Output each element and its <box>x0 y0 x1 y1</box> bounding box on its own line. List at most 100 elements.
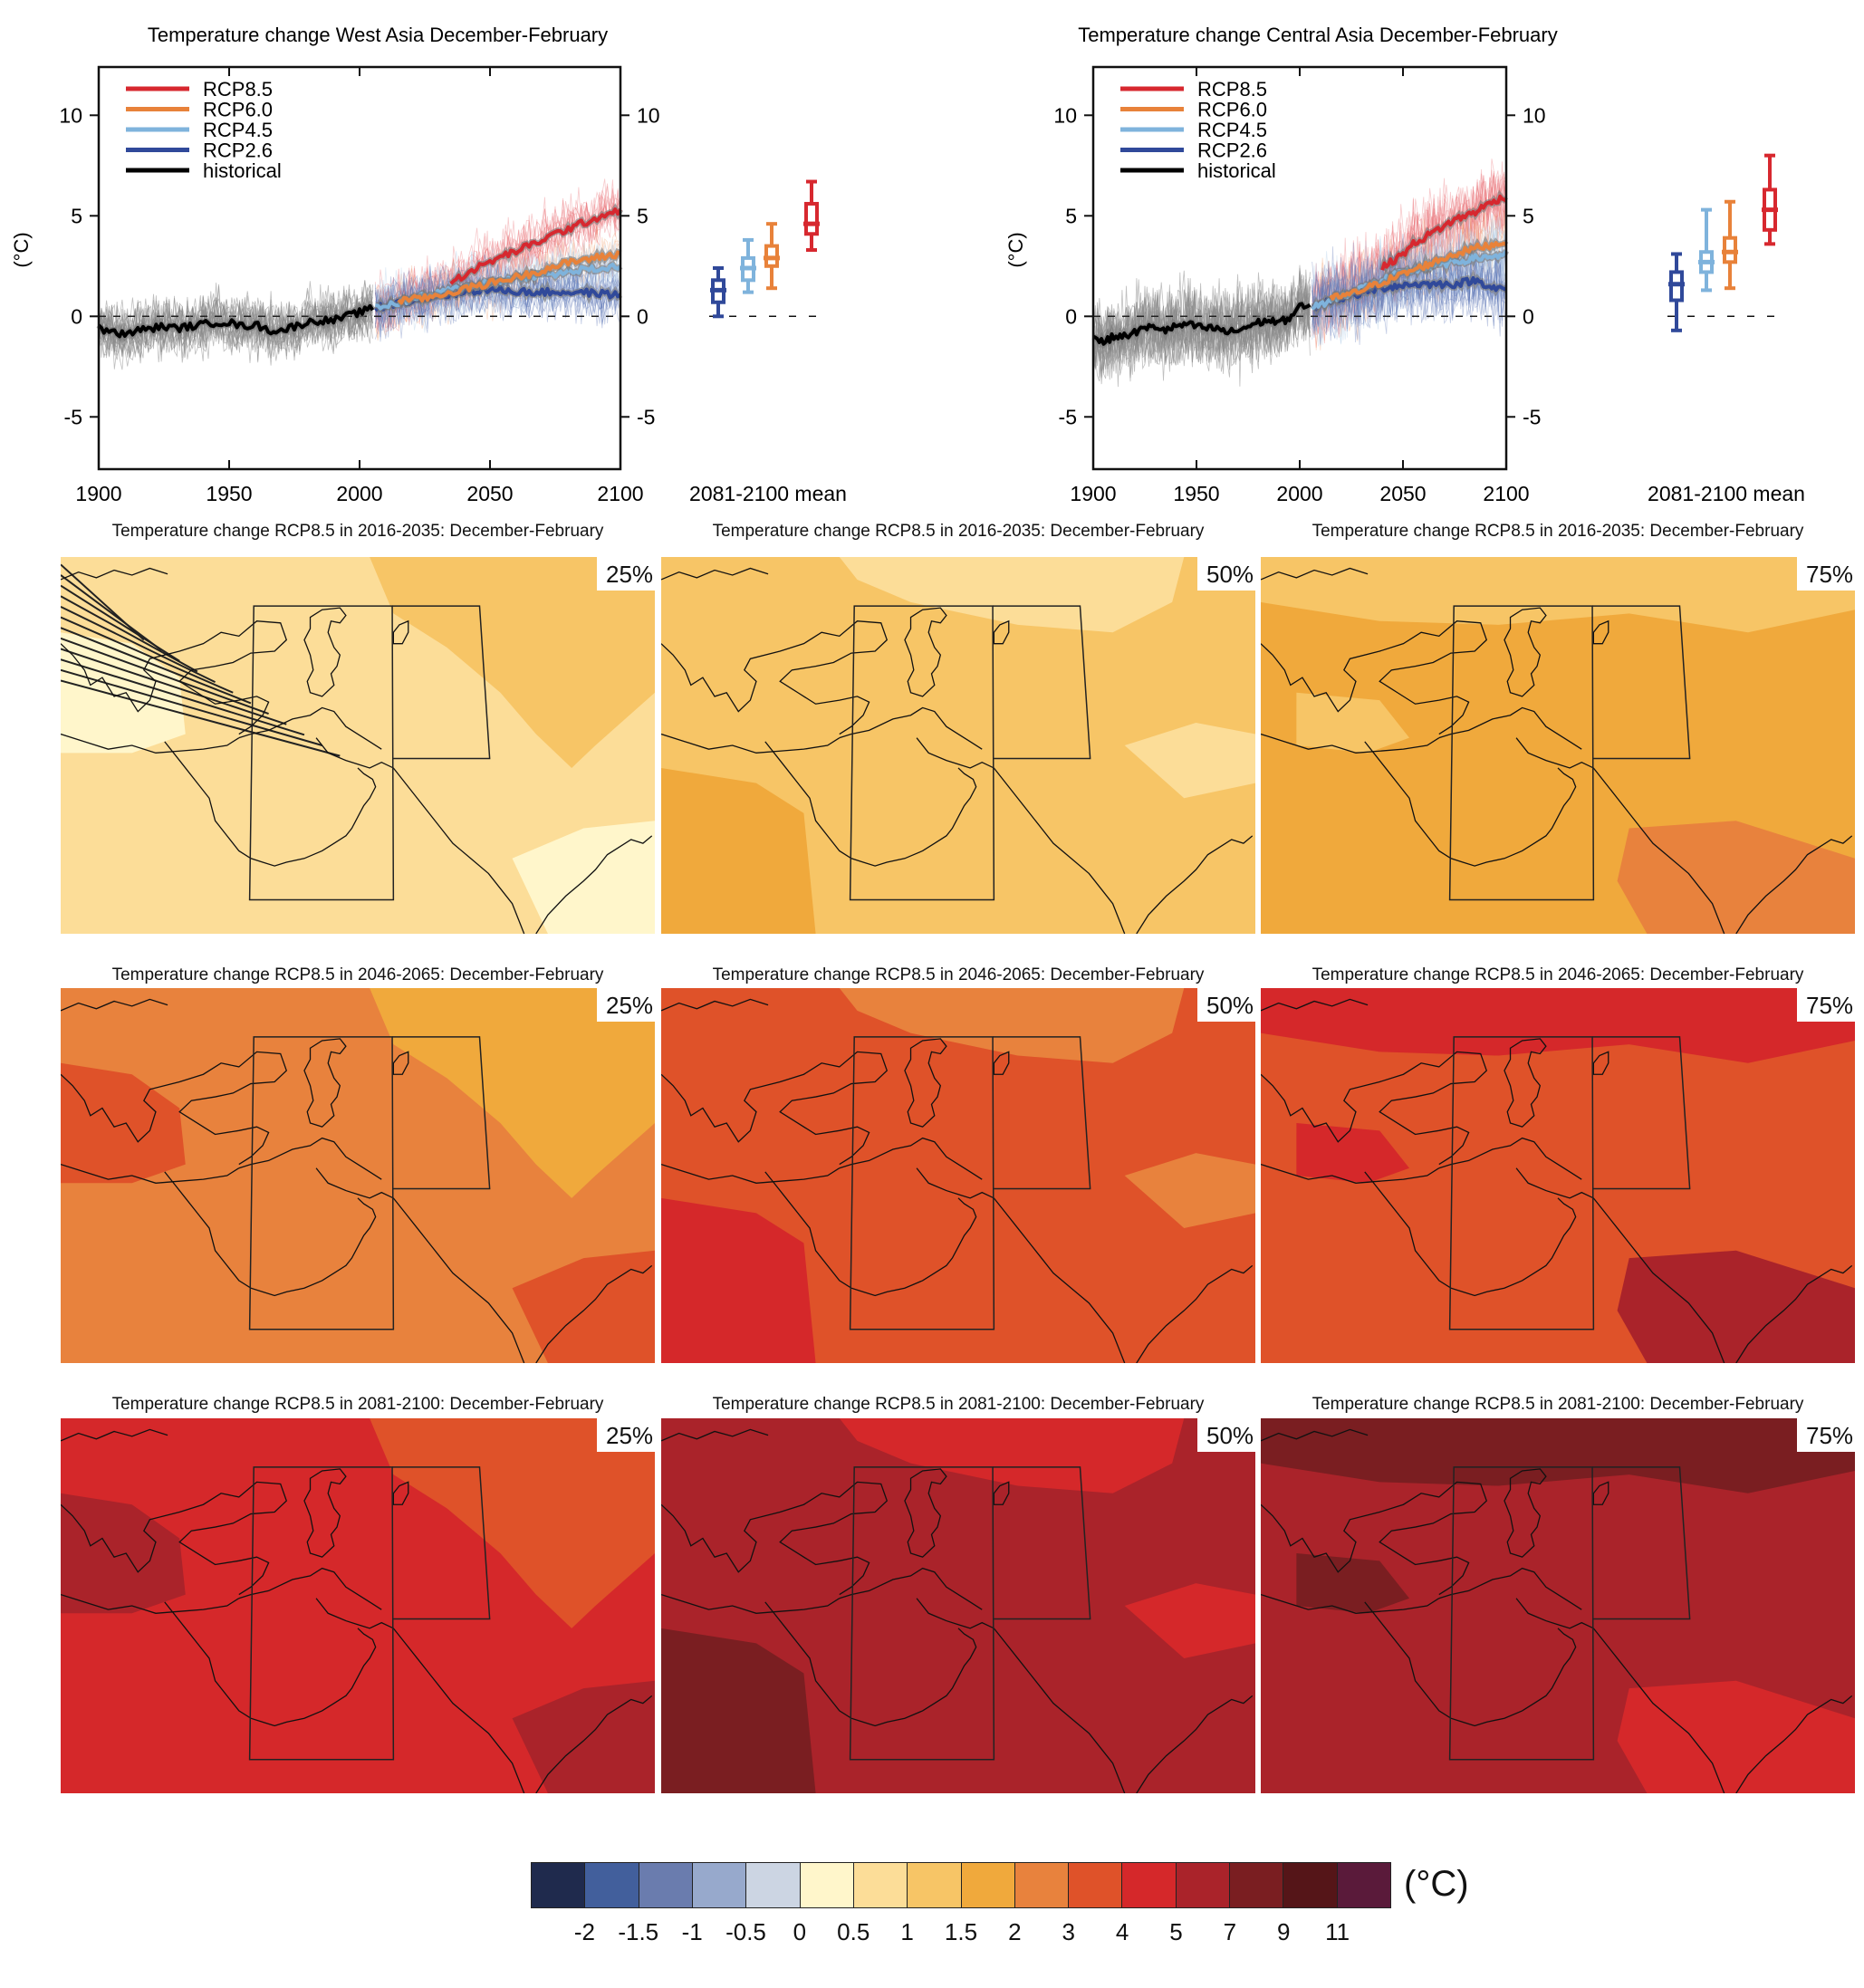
colorbar <box>531 1862 1391 1908</box>
x-tick-label: 2000 <box>1276 482 1322 505</box>
coastline <box>1365 1172 1576 1296</box>
series-line-historical <box>1092 302 1312 346</box>
contour-region <box>1617 1680 1855 1793</box>
contour-region <box>839 1418 1185 1493</box>
x-tick-label: 1950 <box>1173 482 1219 505</box>
hatch-line <box>61 607 216 682</box>
x-tick-label: 1900 <box>1070 482 1116 505</box>
colorbar-cell <box>1283 1863 1338 1907</box>
colorbar-tick-label: 1.5 <box>944 1918 978 1945</box>
ensemble-line <box>98 290 373 361</box>
series-line-rcp85 <box>449 207 622 285</box>
x-tick-label: 2000 <box>336 482 382 505</box>
map-title: Temperature change RCP8.5 in 2016-2035: … <box>111 522 604 541</box>
coastline <box>994 621 1008 644</box>
boxplot-rcp45 <box>740 237 756 294</box>
colorbar-cell <box>1176 1863 1231 1907</box>
colorbar-tick-label: 9 <box>1277 1918 1291 1945</box>
y-tick-label: 5 <box>1065 204 1077 227</box>
map-title: Temperature change RCP8.5 in 2016-2035: … <box>1312 522 1804 541</box>
coastline <box>239 1569 381 1610</box>
coastline <box>917 1599 1125 1793</box>
contour-region <box>1296 692 1409 754</box>
contour-region <box>512 821 655 934</box>
ensemble-line <box>1312 173 1507 324</box>
colorbar-cell <box>1230 1863 1284 1907</box>
coastline <box>661 1165 840 1184</box>
ensemble-line <box>1312 158 1507 333</box>
map-canvas <box>61 988 655 1363</box>
boxplot-rcp26 <box>710 266 726 319</box>
map-canvas <box>61 1418 655 1793</box>
hatch-line <box>61 649 286 725</box>
map-title: Temperature change RCP8.5 in 2046-2065: … <box>712 965 1205 984</box>
y-tick-label: -5 <box>1059 405 1077 428</box>
colorbar-tick-label: 7 <box>1223 1918 1237 1945</box>
coastline <box>661 1482 887 1594</box>
contour-region <box>61 632 186 754</box>
hatch-line <box>61 586 179 661</box>
colorbar-tick-label: 5 <box>1169 1918 1183 1945</box>
coastline <box>239 707 381 749</box>
map-title: Temperature change RCP8.5 in 2081-2100: … <box>1312 1395 1804 1414</box>
ensemble-members <box>1092 158 1507 388</box>
colorbar-tick-label: -1 <box>681 1918 703 1945</box>
coastline <box>1593 621 1608 644</box>
coastline <box>765 1602 976 1726</box>
percentile-label: 25% <box>597 1418 659 1452</box>
legend-label: RCP2.6 <box>203 139 273 162</box>
contour-region <box>1261 557 1855 633</box>
colorbar-cell <box>1337 1863 1390 1907</box>
boxplot-rcp45 <box>1698 207 1715 293</box>
coastline <box>536 836 652 934</box>
y-tick-label: 5 <box>71 204 82 227</box>
legend-label: RCP8.5 <box>203 78 273 101</box>
coastline <box>1516 1599 1725 1793</box>
hatch-line <box>61 670 322 745</box>
coastline <box>994 1482 1008 1504</box>
coastline <box>61 1429 168 1440</box>
contour-region <box>512 1680 655 1793</box>
coastline <box>765 1172 976 1296</box>
y-tick-label-right: -5 <box>1523 405 1541 428</box>
percentile-label: 50% <box>1197 557 1260 591</box>
series-line-historical <box>97 303 375 339</box>
legend-label: RCP6.0 <box>203 99 273 121</box>
west-asia-region-box <box>850 1467 994 1760</box>
contour-region <box>1296 1553 1409 1614</box>
ensemble-line <box>1312 255 1507 328</box>
coastline <box>165 1172 376 1296</box>
west-asia-region-box <box>1450 1037 1594 1330</box>
ensemble-line <box>1312 168 1507 331</box>
coastline <box>661 1052 887 1164</box>
coastline <box>304 1469 346 1557</box>
coastline <box>316 1168 524 1363</box>
contour-region <box>1124 723 1255 799</box>
coastline <box>1593 1482 1608 1504</box>
contour-region <box>661 557 1255 934</box>
map-canvas <box>661 1418 1255 1793</box>
west-asia-region-box <box>1450 606 1594 899</box>
contour-region <box>661 1197 816 1363</box>
ensemble-line <box>375 195 621 329</box>
central-asia-region-box <box>392 1037 490 1189</box>
boxplot-rcp85 <box>803 179 820 253</box>
boxplot-rcp60 <box>764 222 780 291</box>
colorbar-cell <box>908 1863 962 1907</box>
west-asia-region-box <box>250 606 394 899</box>
ensemble-line <box>1312 245 1507 345</box>
series-line-rcp60 <box>1329 241 1508 301</box>
contour-region <box>370 1418 655 1628</box>
colorbar-cell <box>1069 1863 1123 1907</box>
colorbar-cell <box>639 1863 693 1907</box>
x-tick-label: 1900 <box>75 482 121 505</box>
coastline <box>61 568 168 579</box>
series-line-rcp85 <box>1380 194 1508 271</box>
coastline <box>1137 1265 1253 1363</box>
coastline <box>316 738 524 934</box>
colorbar-cell <box>800 1863 854 1907</box>
box <box>804 201 819 236</box>
ensemble-line <box>1312 175 1507 322</box>
colorbar-tick-label: -1.5 <box>618 1918 659 1945</box>
colorbar-tick-label: 11 <box>1325 1918 1350 1945</box>
